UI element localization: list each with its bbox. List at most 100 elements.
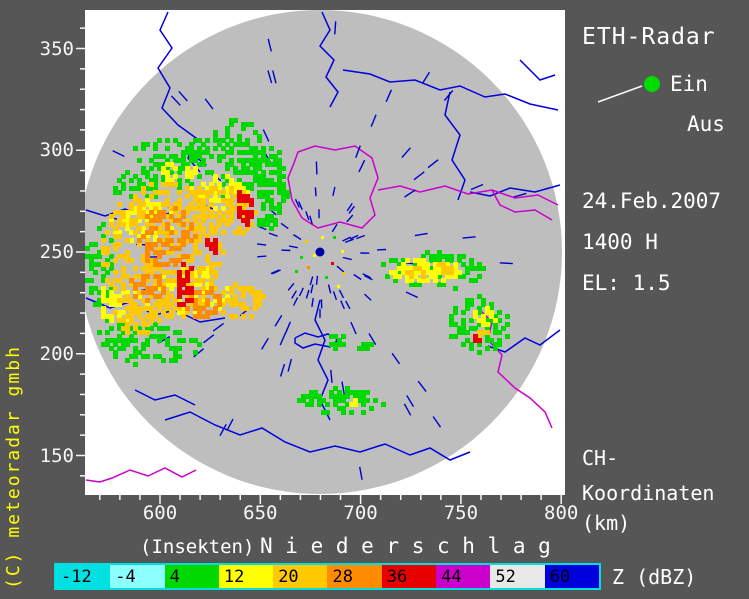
echo-pixel <box>169 238 174 243</box>
echo-pixel <box>241 182 246 187</box>
echo-pixel <box>185 310 190 315</box>
echo-pixel <box>241 206 246 211</box>
echo-pixel <box>193 214 198 219</box>
echo-pixel <box>353 398 358 403</box>
echo-pixel <box>193 282 198 287</box>
echo-pixel <box>461 330 466 335</box>
echo-pixel <box>129 210 134 215</box>
echo-pixel <box>209 310 214 315</box>
echo-pixel <box>469 266 474 271</box>
echo-pixel <box>453 266 458 271</box>
echo-pixel <box>225 150 230 155</box>
echo-pixel <box>249 214 254 219</box>
echo-pixel <box>257 150 262 155</box>
echo-pixel <box>177 298 182 303</box>
echo-pixel <box>197 206 202 211</box>
echo-pixel <box>269 198 274 203</box>
echo-pixel <box>481 314 486 319</box>
echo-pixel <box>157 202 162 207</box>
echo-pixel <box>477 310 482 315</box>
echo-pixel <box>237 286 242 291</box>
echo-pixel <box>185 270 190 275</box>
echo-pixel <box>197 270 202 275</box>
echo-pixel <box>437 282 442 287</box>
echo-pixel <box>249 198 254 203</box>
radar-on-option[interactable]: Ein <box>670 72 708 96</box>
echo-pixel <box>165 314 170 319</box>
echo-pixel <box>145 330 150 335</box>
echo-pixel <box>449 258 454 263</box>
echo-pixel <box>165 250 170 255</box>
echo-pixel <box>145 250 150 255</box>
echo-pixel <box>121 254 126 259</box>
echo-pixel <box>249 222 254 227</box>
echo-pixel <box>253 290 258 295</box>
echo-pixel <box>177 290 182 295</box>
echo-pixel <box>141 274 146 279</box>
echo-pixel <box>189 154 194 159</box>
radar-off-option[interactable]: Aus <box>687 112 725 136</box>
echo-pixel <box>433 254 438 259</box>
echo-pixel <box>173 182 178 187</box>
echo-pixel <box>157 166 162 171</box>
echo-pixel <box>205 302 210 307</box>
echo-pixel <box>165 178 170 183</box>
echo-pixel <box>225 134 230 139</box>
echo-pixel <box>141 342 146 347</box>
x-axis-tick-label: 650 <box>243 502 278 524</box>
echo-pixel <box>177 246 182 251</box>
echo-pixel <box>133 346 138 351</box>
echo-pixel <box>145 278 150 283</box>
echo-pixel <box>153 226 158 231</box>
echo-pixel <box>493 326 498 331</box>
echo-pixel <box>265 194 270 199</box>
clutter-dash <box>417 380 427 393</box>
echo-pixel <box>269 226 274 231</box>
clutter-dash <box>344 238 354 244</box>
echo-pixel <box>277 158 282 163</box>
echo-pixel <box>189 202 194 207</box>
clutter-dash <box>334 21 337 35</box>
echo-pixel <box>197 222 202 227</box>
echo-pixel <box>177 346 182 351</box>
echo-pixel <box>477 334 482 339</box>
echo-pixel <box>257 174 262 179</box>
echo-pixel <box>405 270 410 275</box>
clutter-dash <box>311 297 314 308</box>
clutter-dash <box>427 159 439 169</box>
echo-pixel <box>201 162 206 167</box>
echo-pixel <box>213 294 218 299</box>
echo-pixel <box>317 402 322 407</box>
echo-pixel <box>141 170 146 175</box>
echo-pixel <box>157 162 162 167</box>
echo-pixel <box>137 186 142 191</box>
echo-pixel <box>101 310 106 315</box>
echo-pixel <box>233 118 238 123</box>
echo-pixel <box>189 142 194 147</box>
echo-pixel <box>137 202 142 207</box>
echo-pixel <box>161 154 166 159</box>
echo-pixel <box>217 190 222 195</box>
echo-pixel <box>477 350 482 355</box>
echo-pixel <box>197 282 202 287</box>
echo-pixel <box>133 302 138 307</box>
echo-pixel <box>153 262 158 267</box>
echo-pixel <box>133 222 138 227</box>
echo-pixel <box>121 326 126 331</box>
echo-pixel <box>185 238 190 243</box>
echo-pixel <box>205 298 210 303</box>
echo-pixel <box>173 282 178 287</box>
echo-pixel <box>153 234 158 239</box>
echo-pixel <box>129 298 134 303</box>
echo-pixel <box>181 166 186 171</box>
echo-pixel <box>141 318 146 323</box>
echo-pixel <box>489 318 494 323</box>
echo-pixel <box>281 186 286 191</box>
echo-pixel <box>97 262 102 267</box>
echo-pixel <box>393 278 398 283</box>
echo-pixel <box>169 218 174 223</box>
echo-pixel <box>101 314 106 319</box>
echo-pixel <box>205 234 210 239</box>
echo-pixel <box>309 402 314 407</box>
echo-pixel <box>141 278 146 283</box>
